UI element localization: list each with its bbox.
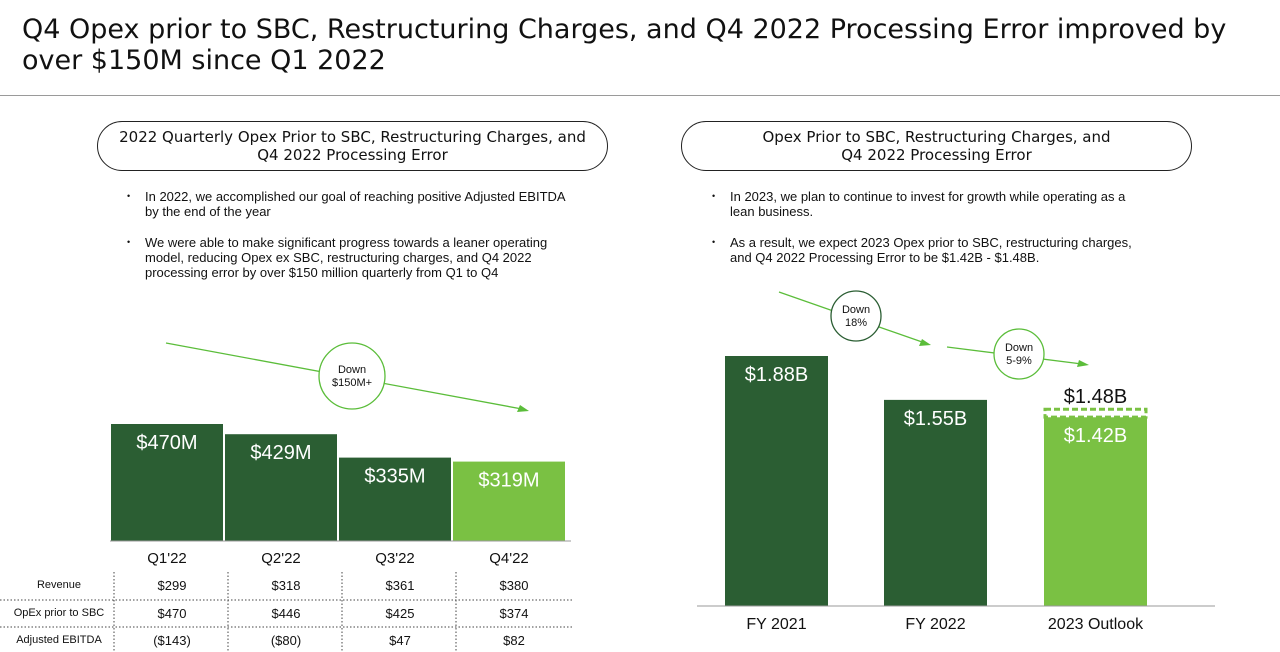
bar-Q2'22: [225, 434, 337, 541]
right-header-line1: Opex Prior to SBC, Restructuring Charges…: [762, 128, 1111, 146]
table-cell: $446: [271, 606, 301, 621]
x-tick-label: Q1'22: [147, 550, 187, 567]
callout-line2: 5-9%: [1006, 355, 1032, 367]
right-section-header: Opex Prior to SBC, Restructuring Charges…: [681, 121, 1192, 171]
left-header-line2: Q4 2022 Processing Error: [257, 146, 448, 164]
table-grid: [0, 572, 572, 652]
row-label-opex: OpEx prior to SBC: [13, 607, 105, 619]
bar-Q4'22: [453, 461, 565, 541]
callout-line2: $150M+: [332, 377, 372, 389]
bullet-text: by the end of the year: [145, 204, 271, 219]
bullet-text: processing error by over $150 million qu…: [145, 265, 499, 280]
bullet-text: and Q4 2022 Processing Error to be $1.42…: [730, 250, 1040, 265]
quarterly-opex-chart: Down $150M+ $470M $429M $335M $319M Q1'22 Q2…: [110, 342, 571, 567]
x-tick-label: FY 2021: [746, 616, 806, 633]
callout-line1: Down: [1005, 342, 1033, 354]
x-tick-label: Q2'22: [261, 550, 301, 567]
right-header-line2: Q4 2022 Processing Error: [841, 146, 1032, 164]
table-cell: $47: [389, 633, 411, 648]
bullet-text: We were able to make significant progres…: [145, 235, 548, 250]
bar-value-label: $1.55B: [904, 408, 967, 430]
bullet-text: lean business.: [730, 204, 814, 219]
annual-opex-chart: Down 18% Down 5-9% $1.88B $1.55B $1.42B $1.…: [697, 290, 1215, 633]
x-tick-label: Q4'22: [489, 550, 529, 567]
trend-arrow-head: [919, 339, 931, 346]
page-title: Q4 Opex prior to SBC, Restructuring Char…: [22, 14, 1227, 76]
table-cell: ($143): [153, 633, 191, 648]
bullet-text: As a result, we expect 2023 Opex prior t…: [730, 235, 1132, 250]
x-tick-label: Q3'22: [375, 550, 415, 567]
left-bullets: In 2022, we accomplished our goal of rea…: [121, 189, 611, 296]
callout-circle: [318, 342, 386, 410]
table-cell: $470: [157, 606, 187, 621]
bar-value-label: $319M: [478, 470, 539, 492]
left-header-line1: 2022 Quarterly Opex Prior to SBC, Restru…: [119, 128, 586, 146]
bar-value-label: $335M: [364, 466, 425, 488]
left-section-header: 2022 Quarterly Opex Prior to SBC, Restru…: [97, 121, 608, 171]
x-tick-label: FY 2022: [905, 616, 965, 633]
left-bullet-2: We were able to make significant progres…: [121, 235, 611, 280]
callout-circle: [830, 290, 882, 342]
bar-value-label: $470M: [136, 432, 197, 454]
table-cell: $82: [503, 633, 525, 648]
trend-arrow-head: [1077, 360, 1089, 367]
trend-arrow-head: [517, 405, 529, 412]
table-cell: $380: [499, 578, 529, 593]
table-cell: $425: [385, 606, 415, 621]
bullet-text: In 2023, we plan to continue to invest f…: [730, 189, 1126, 204]
table-cell: $361: [385, 578, 415, 593]
title-divider: [0, 95, 1280, 96]
bullet-text: model, reducing Opex ex SBC, restructuri…: [145, 250, 532, 265]
right-bullet-2: As a result, we expect 2023 Opex prior t…: [706, 235, 1186, 265]
bar-value-label: $1.42B: [1064, 425, 1127, 447]
table-cell: $299: [157, 578, 187, 593]
bar-value-label: $1.88B: [745, 364, 808, 386]
bar-2023 Outlook: [1044, 417, 1147, 606]
callout-circle: [993, 328, 1045, 380]
right-bullets: In 2023, we plan to continue to invest f…: [706, 189, 1186, 281]
bullet-text: In 2022, we accomplished our goal of rea…: [145, 189, 566, 204]
bar-FY 2021: [725, 356, 828, 606]
row-label-revenue: Revenue: [36, 579, 82, 591]
x-tick-label: 2023 Outlook: [1048, 616, 1144, 633]
callout-line1: Down: [842, 304, 870, 316]
right-bullet-1: In 2023, we plan to continue to invest f…: [706, 189, 1186, 219]
bar-Q1'22: [111, 424, 223, 541]
table-cell: ($80): [270, 633, 302, 648]
row-label-ebitda: Adjusted EBITDA: [16, 634, 102, 646]
outlook-range-label: $1.48B: [1064, 386, 1127, 408]
table-cell: $374: [499, 606, 529, 621]
bar-value-label: $429M: [250, 442, 311, 464]
bar-FY 2022: [884, 399, 987, 606]
left-bullet-1: In 2022, we accomplished our goal of rea…: [121, 189, 611, 219]
table-cell: $318: [271, 578, 301, 593]
callout-line1: Down: [338, 364, 366, 376]
callout-line2: 18%: [845, 317, 867, 329]
bar-Q3'22: [339, 457, 451, 541]
outlook-range-top: [1043, 407, 1148, 419]
